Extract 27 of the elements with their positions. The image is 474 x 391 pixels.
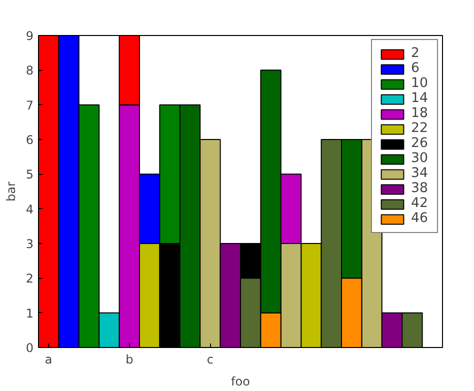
legend-label: 14 <box>411 91 429 106</box>
legend-label: 26 <box>411 136 429 151</box>
x-axis-title: foo <box>231 374 250 388</box>
y-tick-label: 6 <box>26 133 34 147</box>
y-tick-label: 8 <box>26 64 34 78</box>
y-tick-label: 0 <box>26 341 34 355</box>
y-tick-label: 5 <box>26 168 34 182</box>
legend-label: 38 <box>411 181 429 196</box>
legend-label: 34 <box>411 166 429 181</box>
y-tick-label: 9 <box>26 29 34 43</box>
legend-label: 30 <box>411 151 429 166</box>
y-tick-label: 7 <box>26 98 34 112</box>
x-tick-label: c <box>206 352 214 366</box>
x-tick-label: a <box>44 352 52 366</box>
y-tick-label: 3 <box>26 237 34 251</box>
y-tick-label: 1 <box>26 306 34 320</box>
legend-label: 2 <box>411 46 420 61</box>
legend-label: 42 <box>411 196 429 211</box>
y-tick-label: 4 <box>26 202 34 216</box>
legend-label: 18 <box>411 106 429 121</box>
y-axis-title: bar <box>4 181 18 202</box>
legend-label: 10 <box>411 76 429 91</box>
legend-label: 22 <box>411 121 429 136</box>
x-tick-label: b <box>126 352 134 366</box>
legend-label: 46 <box>411 211 429 226</box>
legend-label: 6 <box>411 61 420 76</box>
y-tick-label: 2 <box>26 272 34 286</box>
